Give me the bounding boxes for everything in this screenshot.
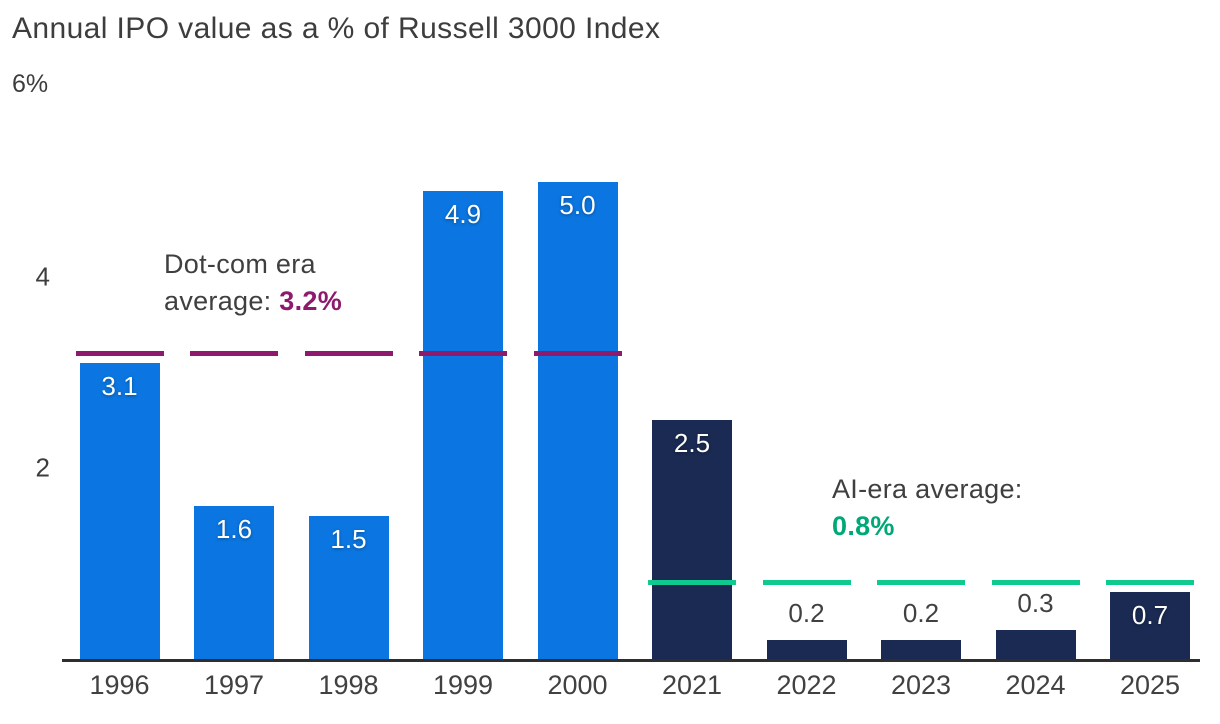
annotation-dotcom-era-line2: average: 3.2% [164,283,342,320]
ai-average-line-segment [1106,580,1194,586]
bar-value-label: 5.0 [559,189,596,220]
x-axis-label: 2023 [890,670,952,700]
annotation-dotcom-era-value: 3.2% [279,286,343,316]
ai-average-line-segment [877,580,965,586]
x-axis-line [62,659,1200,662]
bar [652,420,732,659]
bar [766,639,847,659]
bar [79,362,160,659]
y-axis-top-label: 6% [12,70,49,98]
dotcom-average-line-segment [533,350,622,356]
dotcom-average-line-segment [75,350,164,356]
bar [308,515,389,659]
annotation-dotcom-era-line1: Dot-com era [164,249,316,279]
bar-value-label: 4.9 [444,199,482,230]
dotcom-average-line-segment [190,350,278,356]
x-axis-label: 1998 [318,670,379,700]
ai-average-line-segment [648,580,736,586]
annotation-ai-era-line2: 0.8% [832,508,1023,545]
bar-value-label: 0.3 [1017,588,1054,619]
annotation-dotcom-era: Dot-com era average: 3.2% [164,246,342,320]
bar-value-label: 1.6 [215,514,253,545]
dotcom-average-line-segment [304,350,393,356]
ai-average-line-segment [762,580,851,586]
bar [194,506,274,659]
bar-value-label: 1.5 [330,523,367,554]
x-axis-label: 2021 [661,670,723,700]
ai-average-line-segment [991,580,1080,586]
bar [423,191,503,659]
x-axis-label: 2022 [776,670,837,700]
annotation-ai-era-line1: AI-era average: [832,474,1023,504]
annotation-dotcom-era-prefix: average: [164,286,280,316]
x-axis-label: 2000 [547,670,608,700]
y-axis-tick-label: 4 [35,261,50,292]
annotation-ai-era: AI-era average: 0.8% [832,471,1023,545]
bar [537,181,618,659]
bar [995,630,1076,659]
x-axis-label: 1997 [203,670,265,700]
bar-value-label: 0.2 [902,597,940,628]
x-axis-label: 2024 [1005,670,1066,700]
x-axis-label: 2025 [1119,670,1181,700]
bar [881,639,961,659]
bar-value-label: 0.7 [1131,600,1169,631]
y-axis-tick-label: 2 [35,452,50,483]
annotation-ai-era-value: 0.8% [832,511,895,541]
bar-value-label: 2.5 [673,428,711,459]
bar-value-label: 0.2 [788,597,825,628]
dotcom-average-line-segment [419,350,507,356]
bar [1110,592,1190,659]
x-axis-label: 1999 [432,670,494,700]
x-axis-label: 1996 [89,670,150,700]
bar-value-label: 3.1 [101,370,138,401]
chart-title: Annual IPO value as a % of Russell 3000 … [12,12,661,45]
